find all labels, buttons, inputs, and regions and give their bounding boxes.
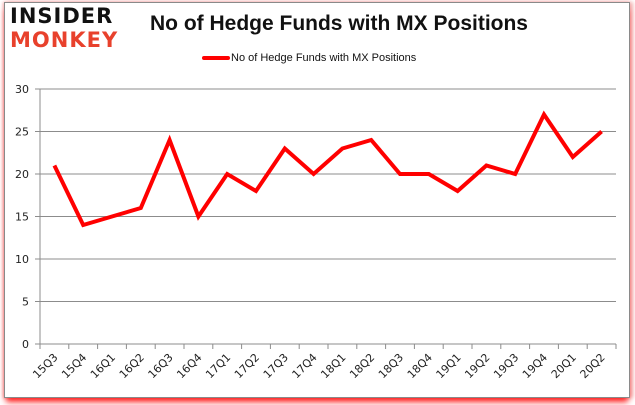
x-tick-label: 16Q2 xyxy=(117,351,147,381)
logo-line-2: MONKEY xyxy=(10,28,119,52)
x-tick-label: 17Q4 xyxy=(290,351,320,381)
x-tick-label: 15Q3 xyxy=(30,351,60,381)
x-tick-label: 17Q1 xyxy=(203,351,233,381)
x-tick-label: 16Q1 xyxy=(88,351,118,381)
x-tick-label: 20Q1 xyxy=(549,351,579,381)
x-tick-label: 19Q4 xyxy=(520,351,550,381)
x-tick-label: 18Q2 xyxy=(347,351,377,381)
y-tick-label: 15 xyxy=(15,211,29,224)
legend-line-swatch-icon xyxy=(202,56,230,60)
logo-line-1: INSIDER xyxy=(10,4,114,28)
insider-monkey-logo: INSIDER MONKEY xyxy=(10,4,150,52)
x-tick-label: 19Q3 xyxy=(491,351,521,381)
x-axis: 15Q315Q416Q116Q216Q316Q417Q117Q217Q317Q4… xyxy=(30,89,617,381)
y-axis-ticks: 0 5 10 15 20 25 30 xyxy=(15,83,40,351)
y-tick-label: 30 xyxy=(15,83,29,96)
x-tick-label: 16Q3 xyxy=(146,351,176,381)
x-tick-label: 17Q3 xyxy=(261,351,291,381)
y-tick-label: 0 xyxy=(22,338,29,351)
x-tick-label: 19Q2 xyxy=(462,351,492,381)
chart-title: No of Hedge Funds with MX Positions xyxy=(150,12,528,35)
x-tick-label: 18Q3 xyxy=(376,351,406,381)
x-tick-label: 18Q1 xyxy=(318,351,348,381)
y-tick-label: 10 xyxy=(15,253,29,266)
chart-legend: No of Hedge Funds with MX Positions xyxy=(202,52,416,64)
x-tick-label: 19Q1 xyxy=(434,351,464,381)
x-tick-label: 20Q2 xyxy=(578,351,608,381)
y-tick-label: 20 xyxy=(15,168,29,181)
x-tick-label: 16Q4 xyxy=(174,351,204,381)
y-tick-label: 25 xyxy=(15,126,29,139)
gridlines xyxy=(40,88,616,302)
x-tick-label: 17Q2 xyxy=(232,351,262,381)
y-tick-label: 5 xyxy=(22,296,29,309)
x-tick-label: 18Q4 xyxy=(405,351,435,381)
chart-frame xyxy=(4,2,630,398)
x-tick-label: 15Q4 xyxy=(59,351,89,381)
legend-label: No of Hedge Funds with MX Positions xyxy=(231,52,417,64)
series-line xyxy=(52,110,603,228)
